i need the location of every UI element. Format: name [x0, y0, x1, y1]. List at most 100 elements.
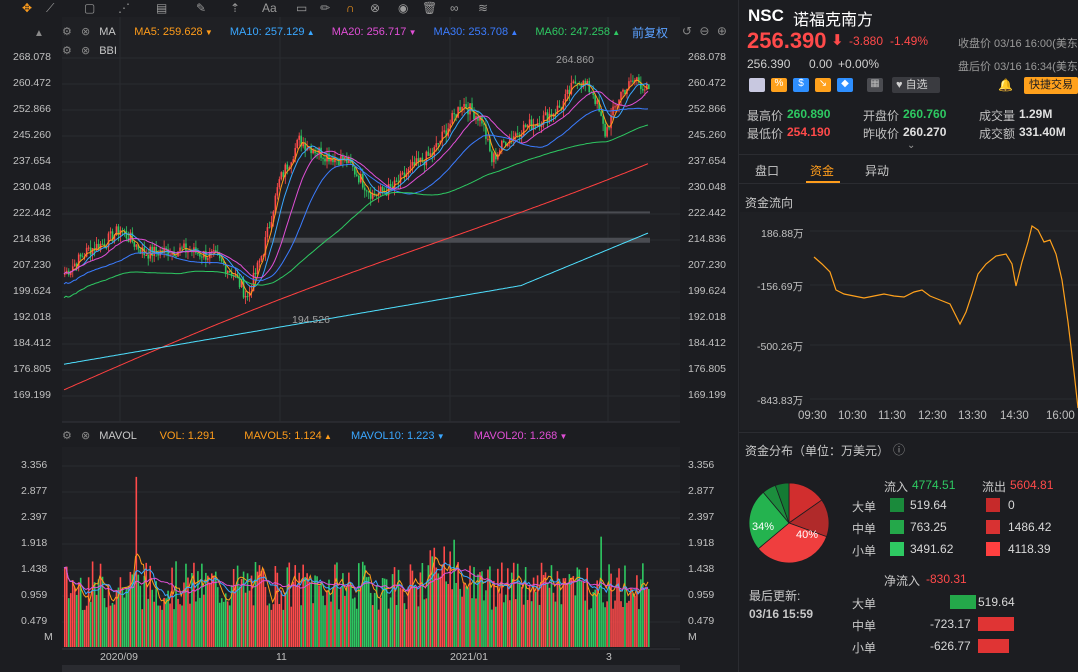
volume-bar — [580, 581, 583, 647]
bbi-indicator-name[interactable]: BBI — [99, 45, 117, 57]
link-icon[interactable]: ∞ — [450, 1, 459, 15]
lock-icon[interactable]: ⊗ — [370, 1, 381, 15]
volume-bar — [526, 599, 529, 647]
candle-body — [201, 256, 203, 258]
vol-indicator-name[interactable]: MAVOL — [99, 430, 137, 442]
volume-bar — [209, 582, 211, 647]
crosshair-icon[interactable]: ✥ — [22, 1, 33, 15]
net-row-value: -723.17 — [930, 617, 971, 631]
outflow-total: 5604.81 — [1010, 478, 1054, 492]
vol-close-icon[interactable]: ⊗ — [80, 430, 91, 442]
volume-bar — [646, 588, 648, 647]
vol-y-tick-left: 2.877 — [21, 485, 48, 497]
inflow-total: 4774.51 — [912, 478, 956, 492]
vol-settings-icon[interactable]: ⚙ — [62, 430, 72, 442]
adjust-button[interactable]: 前复权 — [632, 26, 669, 40]
bbi-close-icon[interactable]: ⊗ — [80, 45, 91, 57]
undo-icon[interactable]: ↺ — [682, 24, 693, 38]
ma5-dropdown-icon[interactable]: ▼ — [202, 28, 213, 37]
text-icon[interactable]: Aa — [262, 1, 277, 15]
volume-bar — [107, 584, 110, 647]
candle-body — [528, 119, 531, 126]
after-hours-time: 盘后价 03/16 16:34(美东 — [958, 61, 1078, 73]
candle-body — [218, 255, 221, 259]
brush-icon[interactable]: ✎ — [196, 1, 207, 15]
quick-trade-button[interactable]: 快捷交易 — [1024, 77, 1078, 94]
candle-body — [419, 157, 422, 162]
dollar-icon[interactable]: $ — [793, 78, 809, 92]
volume-bar — [278, 603, 281, 647]
zoom-out-icon[interactable]: ⊖ — [699, 24, 710, 38]
volume-bar — [173, 609, 175, 647]
candle-body — [606, 127, 608, 137]
volume-bar — [604, 607, 606, 647]
bell-icon[interactable]: 🔔 — [998, 78, 1013, 92]
volume-bar — [532, 577, 535, 647]
expand-chevron-icon[interactable]: ⌄ — [907, 140, 916, 151]
rectangle-icon[interactable]: ▢ — [84, 1, 96, 15]
short-icon[interactable]: ↘ — [815, 78, 831, 92]
trash-icon[interactable]: 🗑 — [422, 1, 438, 15]
trend-line-icon[interactable]: ⟋ — [46, 1, 55, 15]
volume-bar — [389, 597, 392, 647]
ma30-line — [63, 107, 649, 285]
watchlist-button[interactable]: ♥ 自选 — [892, 77, 940, 93]
volume-bar — [642, 563, 644, 647]
volume-bar — [439, 576, 442, 647]
fibonacci-icon[interactable]: ≋ — [478, 1, 489, 15]
ruler-icon[interactable]: ▭ — [296, 1, 308, 15]
volume-bar — [179, 604, 181, 647]
updated-label: 最后更新: — [749, 589, 801, 603]
volume-bar — [75, 594, 78, 647]
tab-orderbook[interactable]: 盘口 — [755, 164, 780, 178]
volume-bar — [95, 594, 98, 647]
ma20-dropdown-icon[interactable]: ▼ — [406, 28, 417, 37]
arrow-up-icon[interactable]: ⇡ — [230, 1, 241, 15]
options-icon[interactable]: % — [771, 78, 787, 92]
candle-body — [113, 235, 116, 242]
help-icon[interactable]: ⓘ — [893, 443, 906, 457]
low-annotation: 194.526 — [292, 314, 330, 326]
volume-bar — [463, 582, 465, 647]
candle-body — [316, 153, 318, 155]
prev-close-value: 260.270 — [903, 125, 947, 139]
stock-chart[interactable] — [0, 17, 738, 672]
volume-bar — [91, 561, 94, 647]
brush-pen-icon[interactable]: ✏ — [320, 1, 331, 15]
zoom-in-icon[interactable]: ⊕ — [716, 24, 727, 38]
candle-body — [393, 180, 396, 189]
candle-body — [197, 253, 199, 255]
fund-flow-chart[interactable] — [740, 212, 1078, 430]
volume-bar — [413, 585, 416, 647]
mavol20-line — [63, 566, 649, 594]
volume-bar — [296, 585, 299, 647]
eye-icon[interactable]: ◉ — [398, 1, 409, 15]
vol-unit-right: M — [688, 631, 697, 643]
collapse-icon[interactable]: ▲ — [34, 28, 44, 39]
chart-tools-icon[interactable]: ▤ — [156, 1, 168, 15]
bbi-settings-icon[interactable]: ⚙ — [62, 45, 72, 57]
candle-body — [433, 147, 436, 156]
volume-bar — [624, 565, 626, 647]
volume-bar — [169, 603, 171, 647]
volume-bar — [320, 582, 322, 647]
tab-fund[interactable]: 资金 — [810, 164, 835, 178]
settings-icon[interactable]: ⚙ — [62, 26, 72, 38]
calendar-icon[interactable]: ▦ — [867, 78, 883, 92]
volume-bar — [197, 571, 199, 647]
volume-bar — [195, 601, 197, 647]
volume-bar — [356, 608, 358, 647]
close-icon[interactable]: ⊗ — [80, 26, 91, 38]
volume-bar — [598, 593, 600, 647]
candle-body — [493, 153, 495, 163]
tag-icon[interactable]: ◆ — [837, 78, 853, 92]
volume-bar — [352, 598, 354, 647]
volume-bar — [411, 570, 414, 647]
candle-body — [288, 167, 291, 170]
indicator-name[interactable]: MA — [99, 26, 116, 38]
tab-alerts[interactable]: 异动 — [865, 164, 890, 178]
magnet-icon[interactable]: ∩ — [346, 1, 355, 15]
volume-bar — [588, 609, 591, 647]
bbi-legend: ⚙ ⊗ BBI — [62, 44, 117, 57]
multi-line-icon[interactable]: ⋰ — [118, 1, 130, 15]
